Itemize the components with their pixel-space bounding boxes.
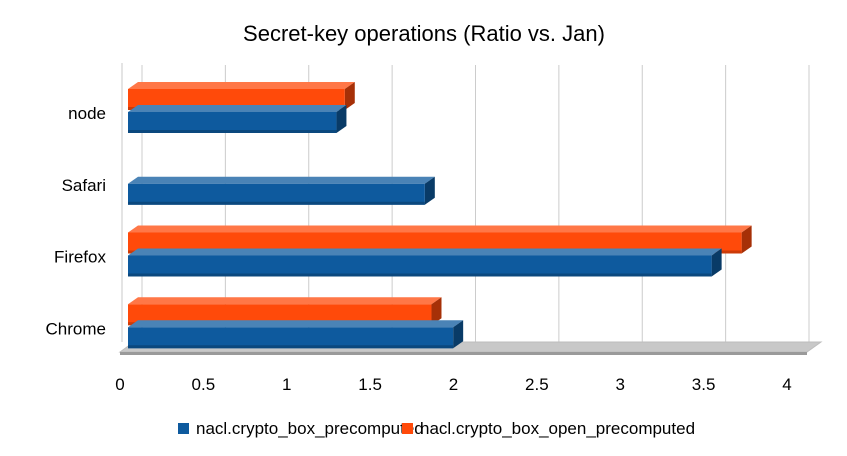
legend-label: nacl.crypto_box_open_precomputed bbox=[420, 419, 695, 438]
category-label-node: node bbox=[68, 104, 106, 123]
x-tick-labels: 0 0.5 1 1.5 2 2.5 3 3.5 4 bbox=[115, 375, 791, 394]
bar-front-face bbox=[128, 255, 712, 277]
bar-end-face bbox=[453, 320, 464, 349]
x-tick-label: 3.5 bbox=[692, 375, 716, 394]
bar-firefox-precomputed bbox=[128, 248, 722, 277]
legend-item-open-precomputed: nacl.crypto_box_open_precomputed bbox=[402, 419, 695, 438]
legend-item-precomputed: nacl.crypto_box_precomputed bbox=[178, 419, 424, 438]
category-label-firefox: Firefox bbox=[54, 248, 106, 267]
legend: nacl.crypto_box_precomputednacl.crypto_b… bbox=[178, 419, 695, 438]
category-labels: node Safari Firefox Chrome bbox=[46, 104, 107, 338]
bar-end-face bbox=[424, 176, 435, 205]
bar-chrome-open-precomputed bbox=[128, 297, 442, 326]
bar-top-face bbox=[128, 297, 442, 305]
bar-chrome-precomputed bbox=[128, 320, 464, 349]
bar-shade bbox=[128, 273, 712, 277]
x-tick-label: 4 bbox=[782, 375, 791, 394]
bar-node-precomputed bbox=[128, 105, 347, 133]
bar-shade bbox=[128, 130, 337, 133]
bar-end-face bbox=[741, 225, 752, 254]
x-tick-label: 0.5 bbox=[192, 375, 216, 394]
bar-end-face bbox=[431, 297, 442, 326]
x-tick-label: 1 bbox=[282, 375, 291, 394]
bar-top-face bbox=[128, 225, 752, 233]
bar-front-face bbox=[128, 112, 337, 133]
bar-shade bbox=[128, 201, 425, 205]
chart-title: Secret-key operations (Ratio vs. Jan) bbox=[243, 21, 605, 46]
bar-front-face bbox=[128, 183, 425, 205]
bars bbox=[128, 82, 752, 349]
bar-safari-precomputed bbox=[128, 176, 435, 205]
bar-end-face bbox=[344, 82, 355, 110]
bar-shade bbox=[128, 345, 454, 349]
legend-label: nacl.crypto_box_precomputed bbox=[196, 419, 424, 438]
bar-top-face bbox=[128, 320, 464, 328]
bar-top-face bbox=[128, 82, 355, 89]
bar-top-face bbox=[128, 176, 435, 184]
chart-floor-edge bbox=[120, 352, 807, 355]
bar-top-face bbox=[128, 105, 347, 112]
category-label-chrome: Chrome bbox=[46, 319, 106, 338]
bar-front-face bbox=[128, 89, 345, 110]
legend-swatch bbox=[178, 423, 189, 434]
bar-front-face bbox=[128, 327, 454, 349]
bar-top-face bbox=[128, 248, 722, 256]
bar-front-face bbox=[128, 304, 432, 326]
bar-end-face bbox=[711, 248, 722, 277]
category-label-safari: Safari bbox=[62, 176, 106, 195]
x-tick-label: 2 bbox=[449, 375, 458, 394]
x-tick-label: 0 bbox=[115, 375, 124, 394]
legend-swatch bbox=[402, 423, 413, 434]
x-tick-label: 3 bbox=[616, 375, 625, 394]
bar-front-face bbox=[128, 232, 742, 254]
x-tick-label: 1.5 bbox=[358, 375, 382, 394]
bar-end-face bbox=[336, 105, 347, 133]
x-tick-label: 2.5 bbox=[525, 375, 549, 394]
